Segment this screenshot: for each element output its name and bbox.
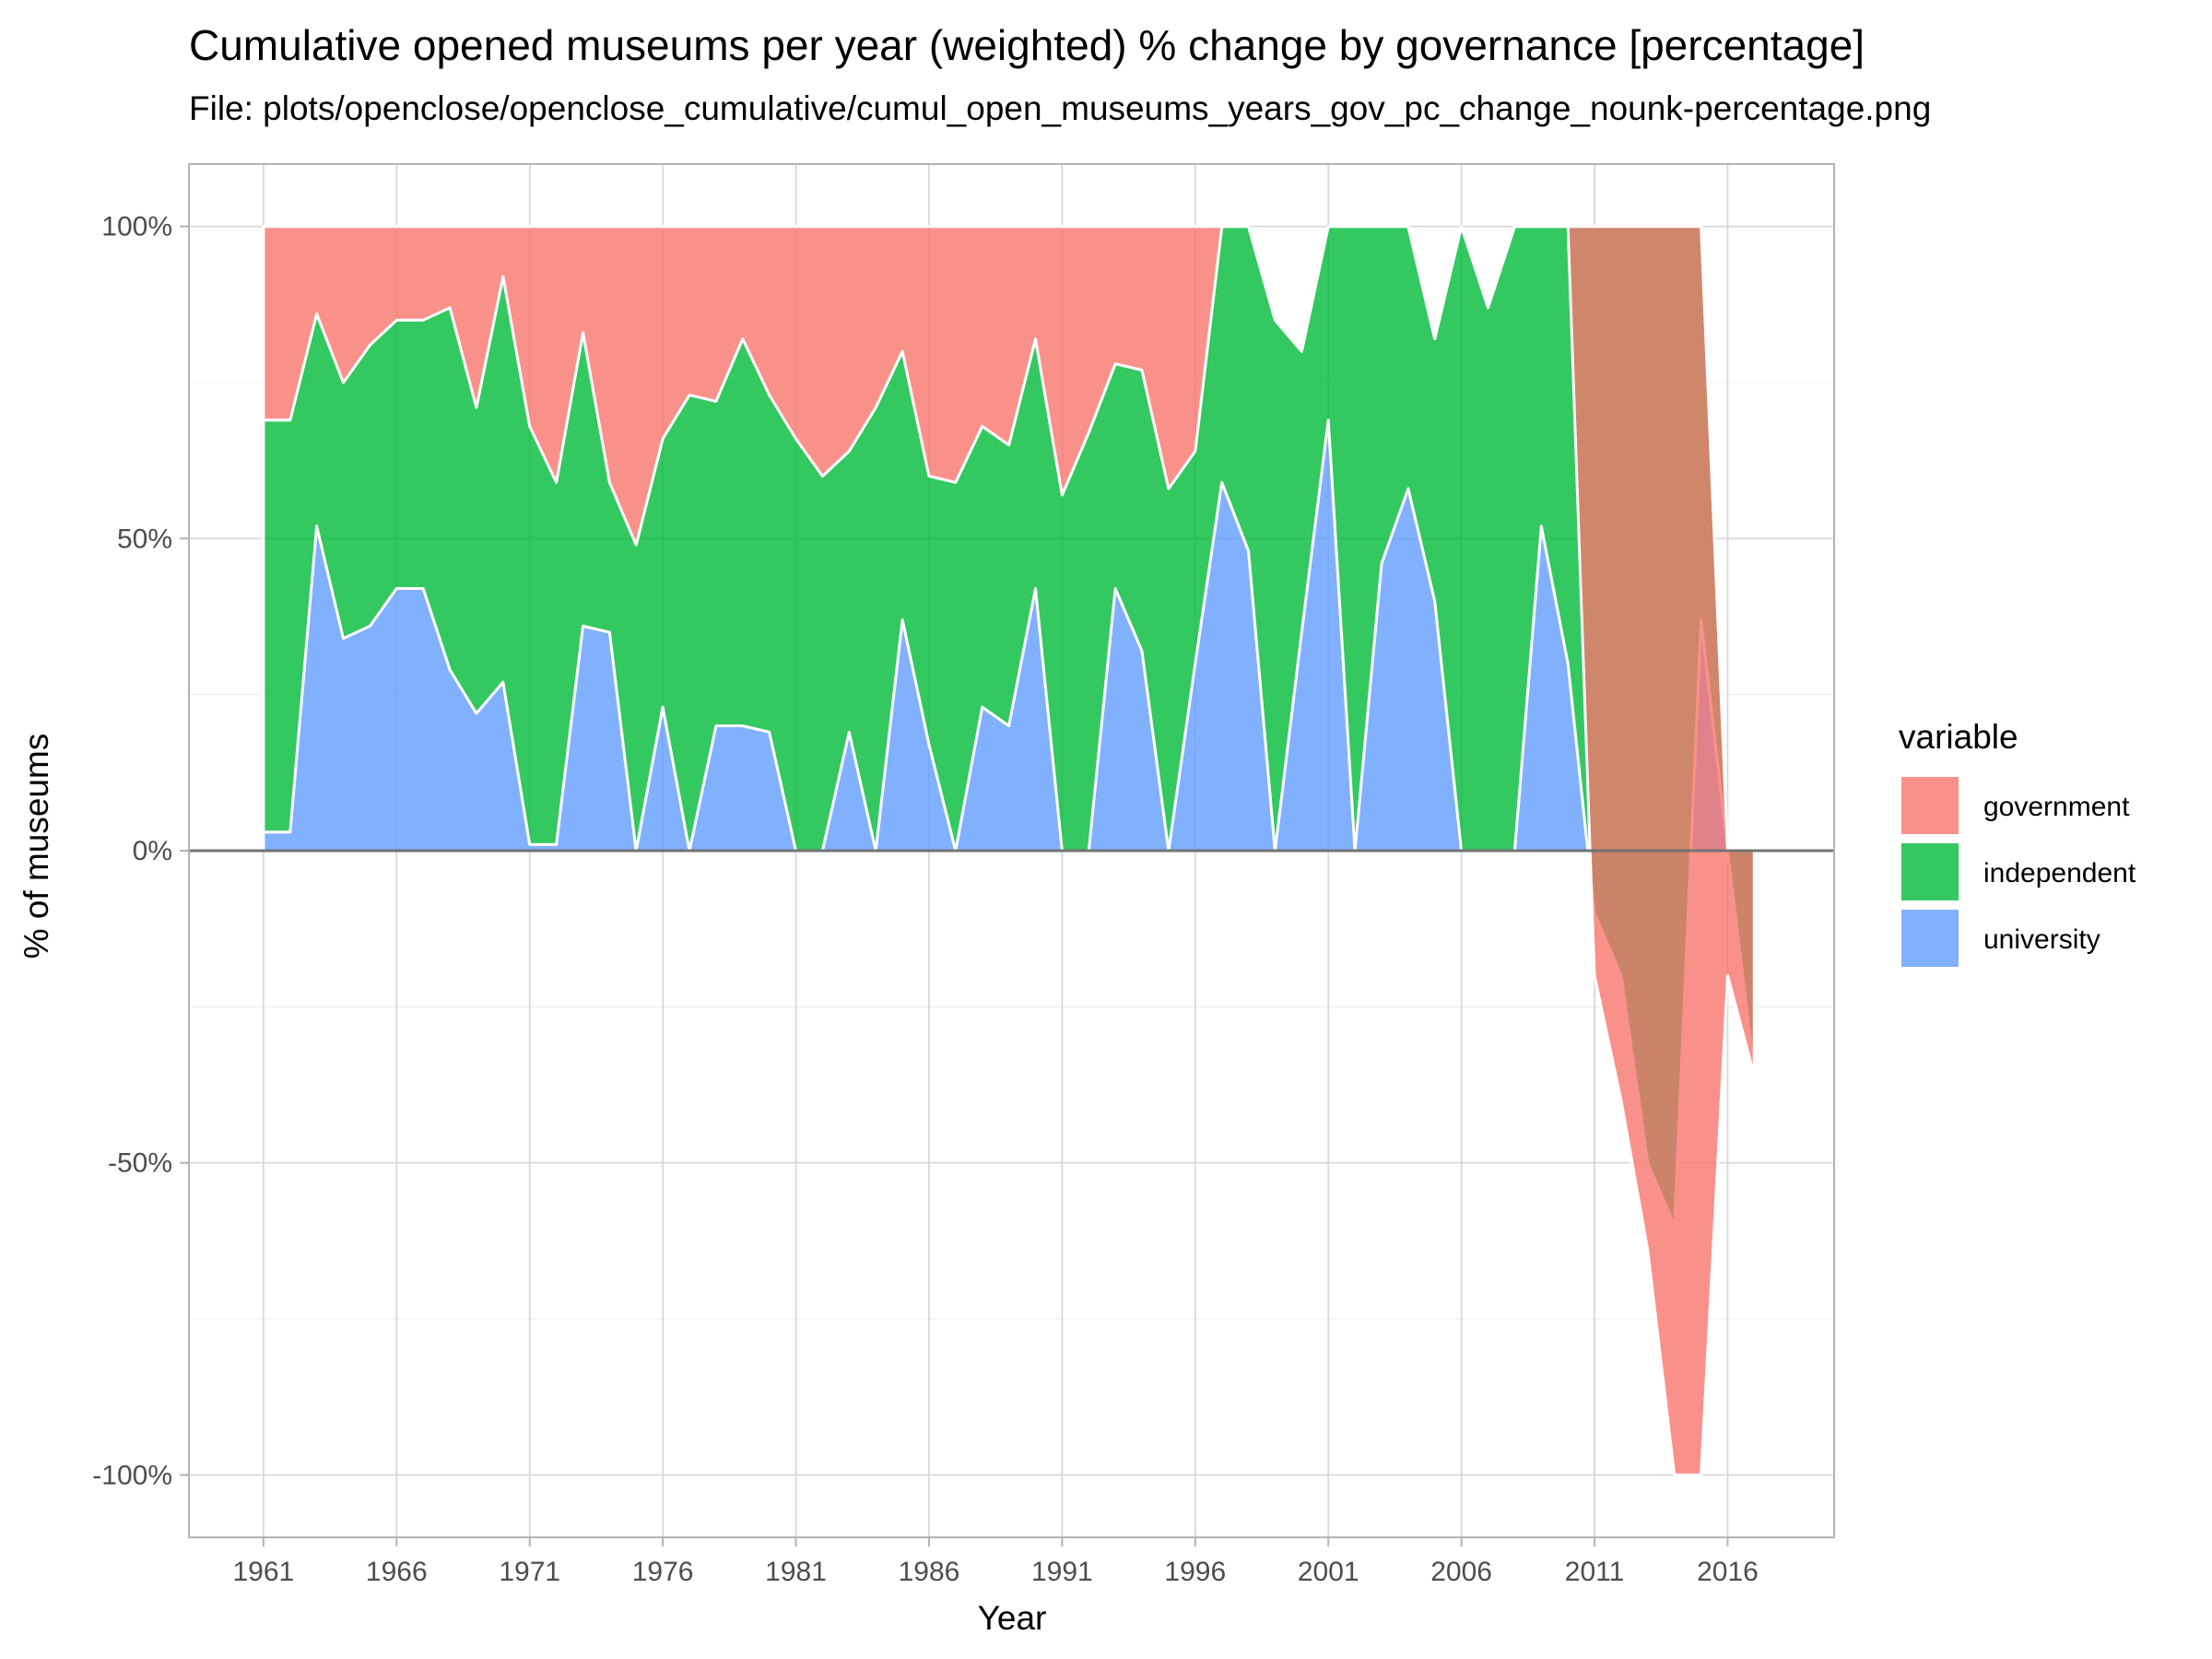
legend-label-government: government [1983, 792, 2130, 822]
x-tick-label: 2011 [1565, 1557, 1625, 1587]
x-axis-title: Year [978, 1599, 1047, 1637]
legend-label-university: university [1983, 924, 2100, 955]
x-tick-label: 1971 [499, 1557, 560, 1587]
legend: variable government independent university [1899, 718, 2136, 967]
legend-label-independent: independent [1983, 858, 2136, 888]
chart-subtitle: File: plots/openclose/openclose_cumulati… [189, 89, 1931, 127]
x-tick-label: 2001 [1298, 1557, 1359, 1587]
x-tick-label: 2016 [1697, 1557, 1759, 1587]
legend-swatch-government [1901, 777, 1959, 834]
x-tick-label: 1981 [765, 1557, 827, 1587]
y-tick-label: 50% [117, 524, 172, 554]
legend-title: variable [1899, 718, 2018, 756]
x-tick-label: 1991 [1031, 1557, 1093, 1587]
x-tick-label: 1986 [899, 1557, 960, 1587]
x-tick-label: 1961 [232, 1557, 294, 1587]
legend-swatch-independent [1901, 843, 1959, 900]
y-tick-label: -50% [108, 1148, 172, 1179]
chart-title: Cumulative opened museums per year (weig… [189, 21, 1865, 69]
x-tick-label: 2006 [1430, 1557, 1492, 1587]
legend-swatch-university [1901, 910, 1959, 967]
x-tick-label: 1966 [366, 1557, 428, 1587]
y-tick-label: 0% [133, 836, 172, 866]
plot-axes: 100% 50% 0% -50% -100% 1961 1966 1971 1976 1981 19… [92, 163, 1835, 1587]
x-tick-label: 1996 [1164, 1557, 1226, 1587]
x-tick-label: 1976 [632, 1557, 694, 1587]
y-axis-title: % of museums [18, 734, 55, 959]
y-tick-label: 100% [101, 212, 172, 242]
y-tick-label: -100% [92, 1460, 172, 1490]
